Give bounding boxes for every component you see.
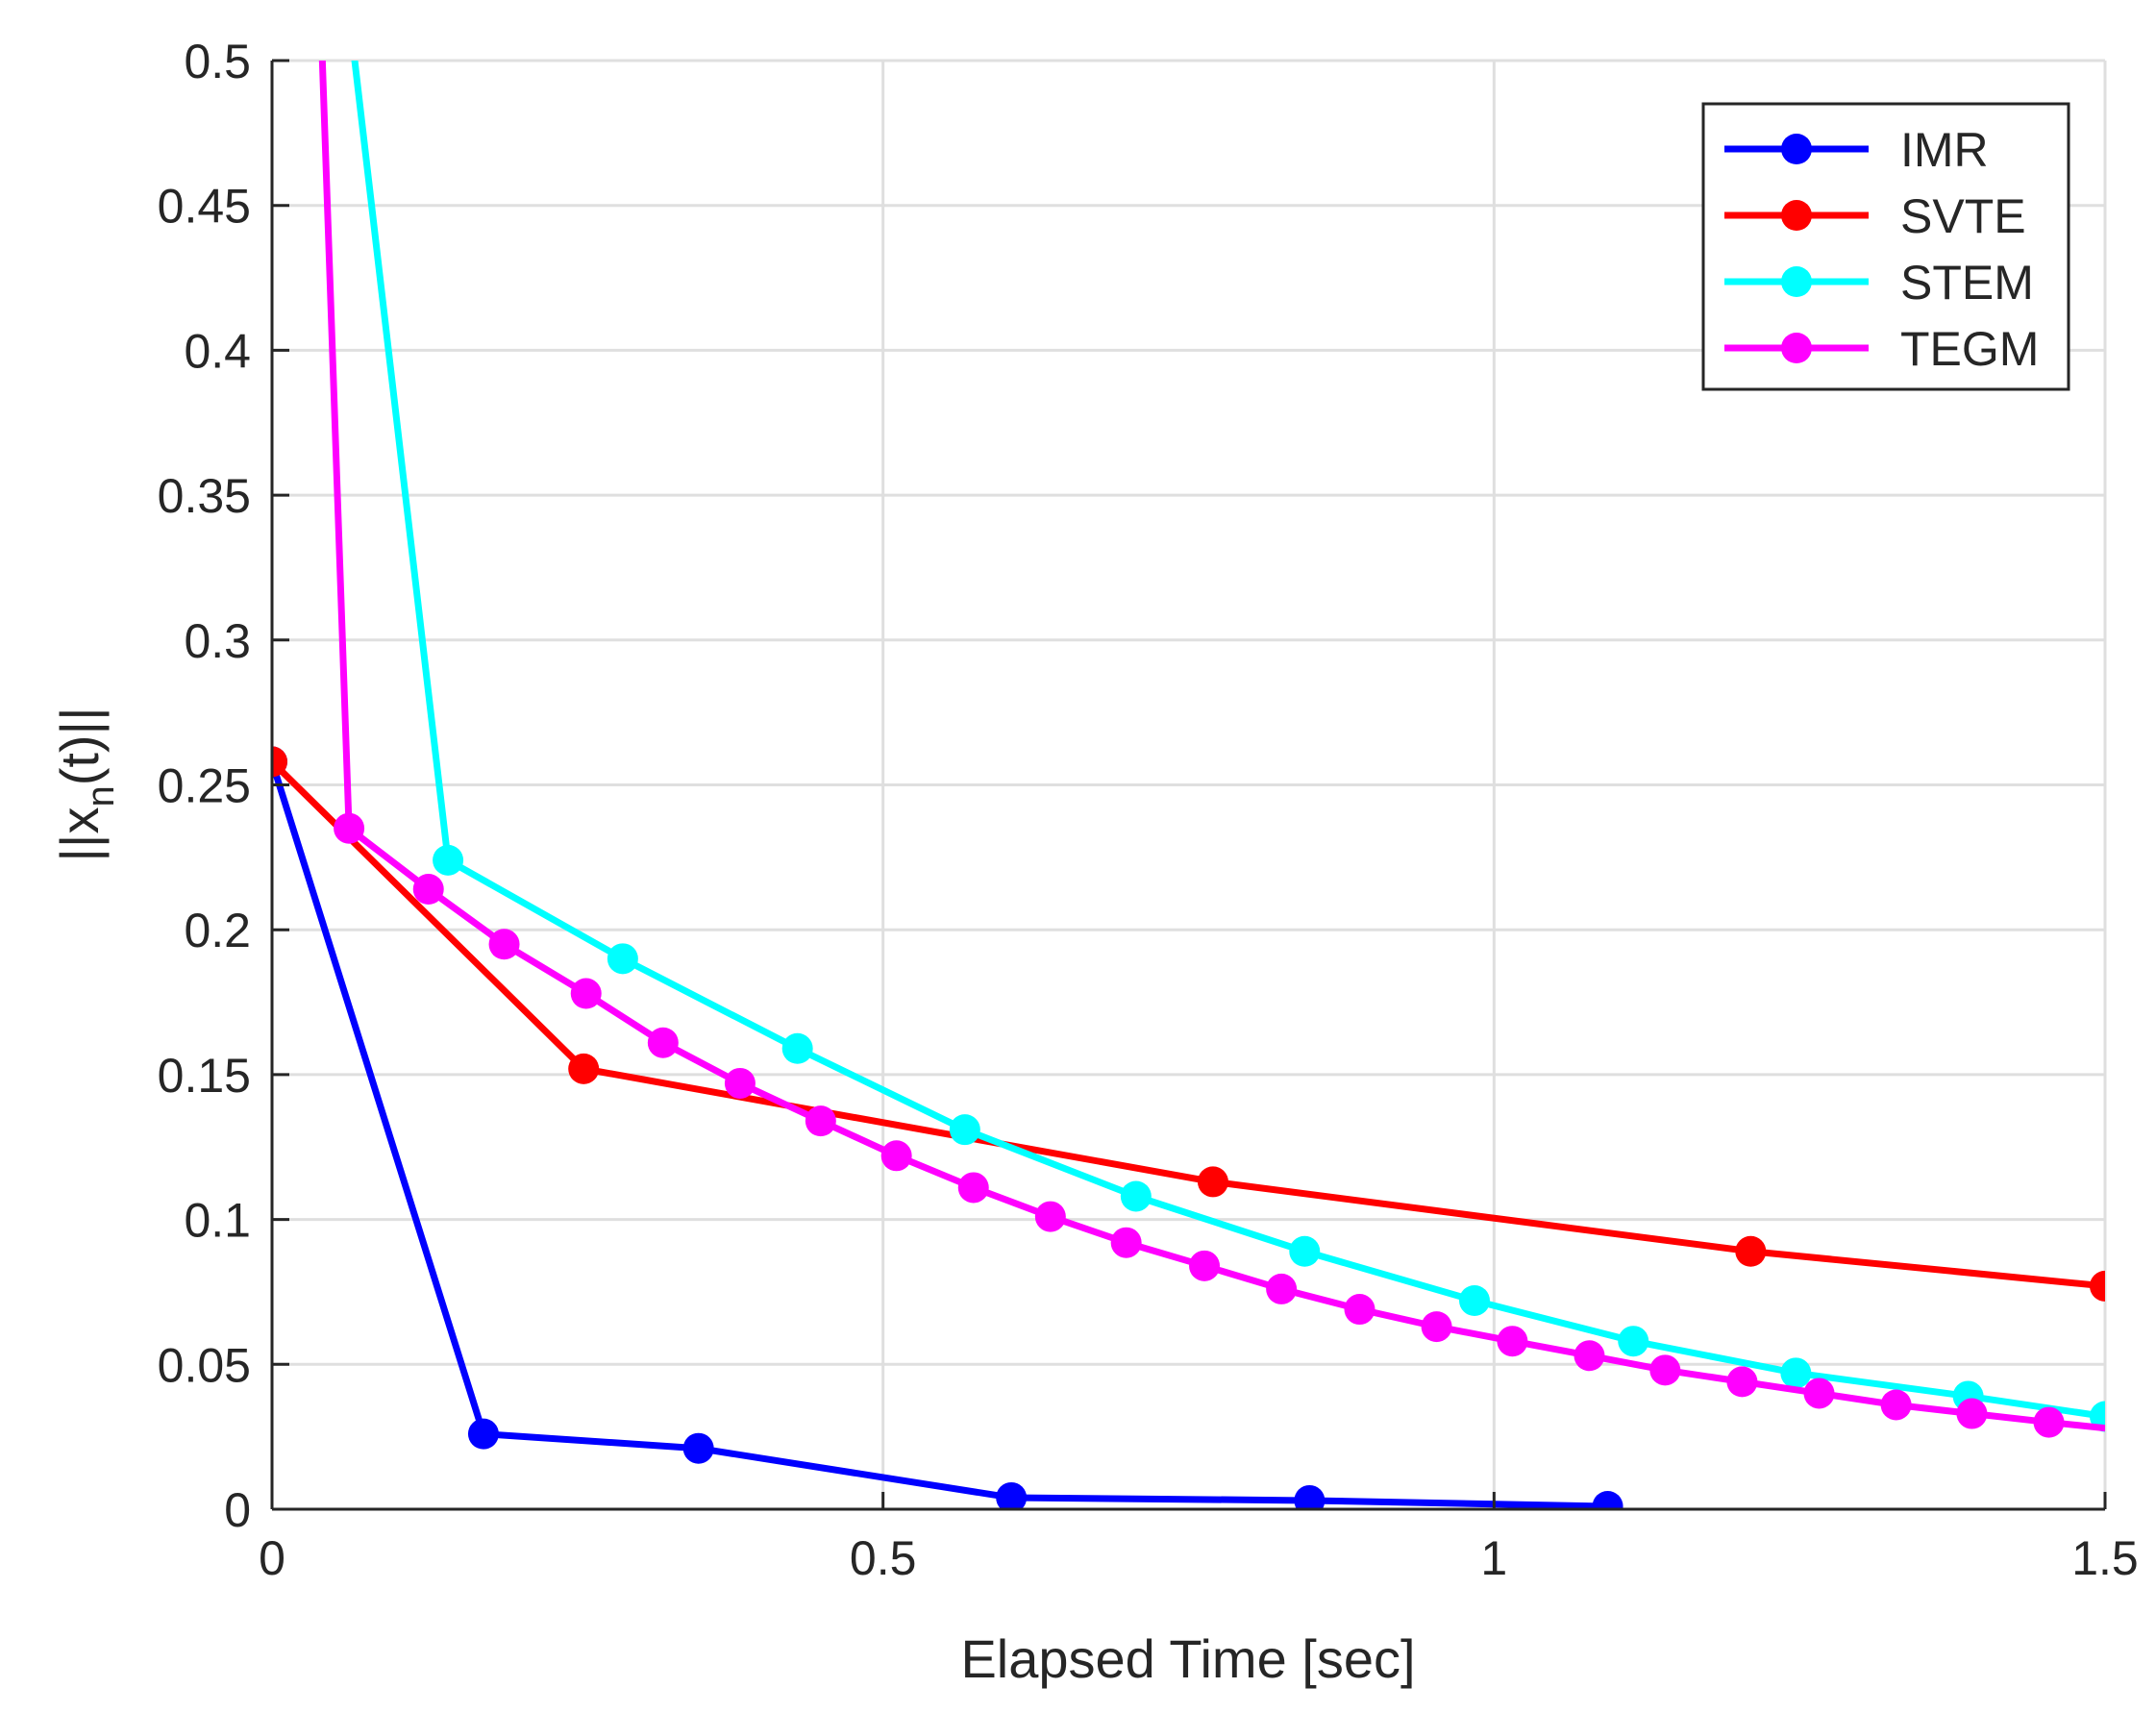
x-tick-label: 1.5	[2071, 1531, 2139, 1585]
series-layer	[272, 61, 2105, 1509]
y-tick-label: 0.3	[184, 614, 251, 668]
data-point-stem	[433, 844, 464, 876]
legend-label: STEM	[1900, 256, 2034, 310]
data-point-stem	[1289, 1235, 1321, 1267]
data-point-imr	[682, 1432, 714, 1464]
y-tick-label: 0.05	[158, 1338, 251, 1392]
data-point-tegm	[805, 1105, 836, 1137]
legend-item-tegm: TEGM	[1724, 322, 2039, 376]
legend-label: IMR	[1900, 123, 1989, 177]
legend-item-svte: SVTE	[1724, 189, 2026, 243]
legend-swatch-marker	[1781, 200, 1812, 231]
data-point-svte	[1735, 1235, 1767, 1267]
data-point-tegm	[2033, 1406, 2065, 1438]
data-point-tegm	[880, 1140, 912, 1172]
data-point-imr	[1592, 1490, 1623, 1509]
data-point-tegm	[334, 812, 365, 844]
data-point-tegm	[957, 1172, 989, 1204]
data-point-stem	[1618, 1326, 1649, 1357]
axes	[270, 59, 2107, 1511]
legend-item-imr: IMR	[1724, 123, 1989, 177]
data-point-tegm	[1034, 1201, 1066, 1232]
data-point-imr	[996, 1481, 1028, 1509]
data-point-tegm	[570, 978, 602, 1009]
data-point-tegm	[1266, 1273, 1298, 1304]
data-point-tegm	[412, 874, 444, 906]
data-point-stem	[781, 1032, 813, 1064]
data-point-tegm	[1421, 1311, 1452, 1343]
y-tick-label: 0.35	[158, 469, 251, 523]
y-tick-label: 0.4	[184, 324, 251, 378]
y-axis-label: ||xn(t)||	[49, 707, 122, 861]
legend-label: TEGM	[1900, 322, 2039, 376]
data-point-tegm	[647, 1027, 679, 1058]
legend-swatch-marker	[1781, 333, 1812, 363]
legend-swatch-marker	[1781, 266, 1812, 297]
data-point-stem	[1458, 1284, 1490, 1316]
data-point-stem	[1780, 1357, 1812, 1389]
data-point-tegm	[1344, 1294, 1375, 1326]
y-tick-label: 0.25	[158, 759, 251, 813]
x-axis-label: Elapsed Time [sec]	[960, 1628, 1415, 1689]
data-point-tegm	[1189, 1250, 1221, 1281]
data-point-imr	[467, 1418, 499, 1450]
series-svte	[272, 746, 2105, 1302]
series-line-stem	[351, 61, 2105, 1421]
series-imr	[272, 746, 1623, 1509]
x-tick-label: 1	[1480, 1531, 1507, 1585]
legend: IMR SVTE STEM TEGM	[1701, 102, 2070, 391]
data-point-svte	[1197, 1166, 1228, 1198]
data-point-tegm	[1497, 1326, 1528, 1357]
data-point-svte	[2090, 1270, 2105, 1302]
legend-item-stem: STEM	[1724, 256, 2034, 310]
legend-label: SVTE	[1900, 189, 2026, 243]
tick-labels: 0 0.05 0.1 0.15 0.2 0.25 0.3 0.35 0.4 0.45 0.5 0 0.5…	[158, 35, 2139, 1585]
y-tick-label: 0.15	[158, 1049, 251, 1103]
series-stem	[351, 61, 2105, 1432]
y-tick-label: 0.2	[184, 904, 251, 957]
data-point-tegm	[1574, 1340, 1605, 1372]
series-line-imr	[272, 757, 1612, 1509]
x-tick-label: 0.5	[850, 1531, 917, 1585]
data-point-tegm	[1880, 1389, 1912, 1421]
data-point-tegm	[488, 929, 520, 960]
data-point-tegm	[1956, 1398, 1988, 1429]
data-point-stem	[607, 943, 638, 975]
legend-swatch-marker	[1781, 134, 1812, 164]
data-point-stem	[1120, 1180, 1152, 1212]
series-tegm	[318, 61, 2105, 1438]
data-point-tegm	[1110, 1227, 1142, 1258]
data-point-tegm	[1726, 1366, 1758, 1398]
y-tick-label: 0.45	[158, 180, 251, 234]
data-point-stem	[949, 1114, 980, 1146]
data-point-tegm	[1649, 1354, 1681, 1386]
y-tick-label: 0	[224, 1483, 251, 1537]
data-point-imr	[1294, 1484, 1326, 1509]
data-point-svte	[568, 1053, 600, 1084]
data-point-svte	[272, 746, 287, 778]
data-point-tegm	[724, 1067, 756, 1099]
x-tick-label: 0	[259, 1531, 285, 1585]
y-tick-label: 0.1	[184, 1194, 251, 1248]
y-tick-label: 0.5	[184, 35, 251, 88]
data-point-tegm	[1803, 1378, 1835, 1409]
